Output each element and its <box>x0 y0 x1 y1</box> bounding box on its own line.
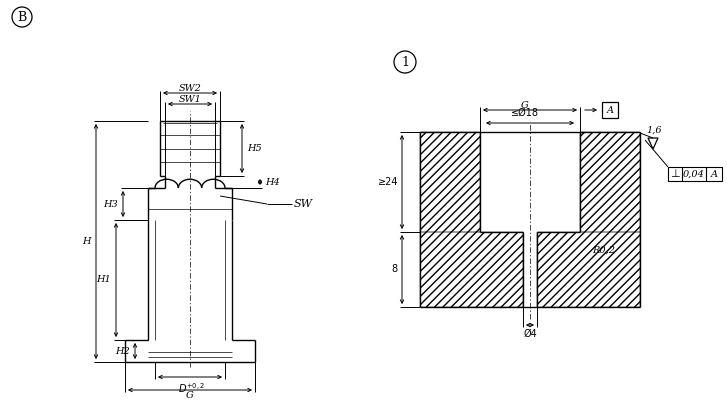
Text: A: A <box>606 106 614 115</box>
Bar <box>420 132 480 232</box>
Text: G: G <box>186 390 194 399</box>
Text: H5: H5 <box>247 144 262 153</box>
Bar <box>420 232 523 307</box>
Text: H2: H2 <box>116 347 130 356</box>
Text: ⊥: ⊥ <box>670 169 680 179</box>
Bar <box>580 132 640 232</box>
Text: 1: 1 <box>401 55 409 68</box>
Text: SW2: SW2 <box>179 83 201 93</box>
Text: $D^{+0,2}$: $D^{+0,2}$ <box>178 381 206 395</box>
Text: H3: H3 <box>103 199 118 208</box>
Text: ≤Ø18: ≤Ø18 <box>511 108 539 118</box>
Text: B: B <box>17 10 27 23</box>
Text: SW: SW <box>294 199 313 209</box>
Text: A: A <box>710 169 718 178</box>
Text: H: H <box>82 237 91 246</box>
Text: H4: H4 <box>265 178 280 186</box>
Text: ≥24: ≥24 <box>377 177 398 187</box>
Text: 1,6: 1,6 <box>646 126 662 135</box>
Text: R0,2: R0,2 <box>592 246 615 254</box>
Text: SW1: SW1 <box>179 95 201 103</box>
Text: 0,04: 0,04 <box>683 169 705 178</box>
Text: G: G <box>521 100 529 110</box>
Bar <box>537 232 640 307</box>
Text: H1: H1 <box>96 276 111 284</box>
Text: Ø4: Ø4 <box>523 329 537 339</box>
Text: 8: 8 <box>392 264 398 274</box>
